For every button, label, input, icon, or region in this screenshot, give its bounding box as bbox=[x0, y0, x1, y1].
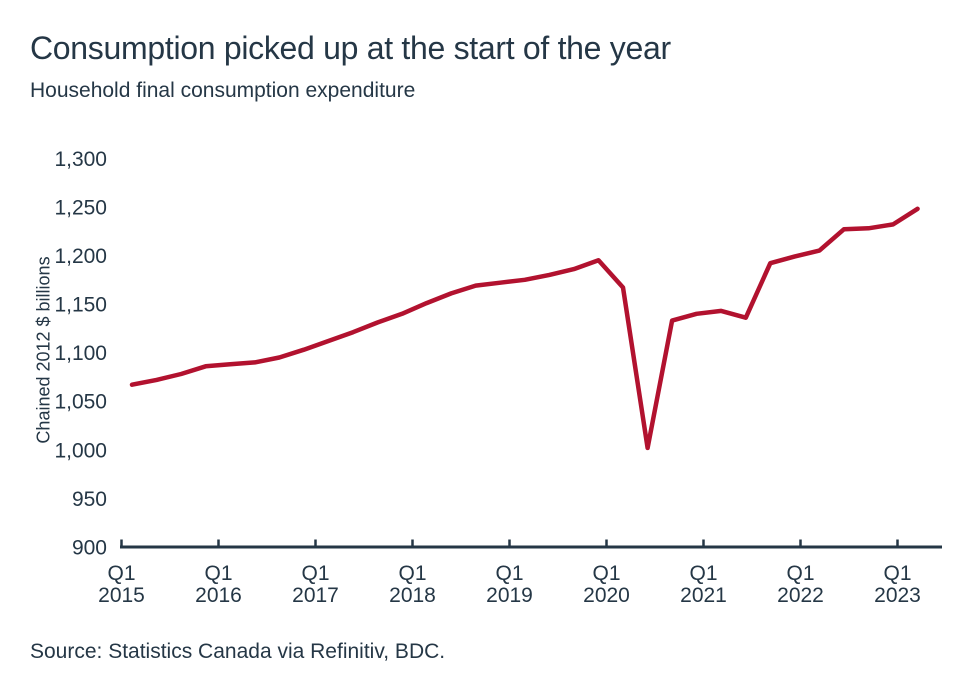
y-tick-label: 1,300 bbox=[54, 148, 107, 171]
x-tick-label-quarter: Q1 bbox=[495, 562, 523, 585]
x-tick-label-year: 2019 bbox=[486, 584, 533, 607]
x-tick-label-year: 2021 bbox=[680, 584, 727, 607]
x-tick-label-quarter: Q1 bbox=[107, 562, 135, 585]
x-tick-label-year: 2018 bbox=[389, 584, 436, 607]
y-tick-label: 950 bbox=[72, 488, 107, 511]
y-tick-label: 1,250 bbox=[54, 196, 107, 219]
x-tick-label-quarter: Q1 bbox=[301, 562, 329, 585]
x-tick-label-quarter: Q1 bbox=[883, 562, 911, 585]
x-tick-label-year: 2022 bbox=[777, 584, 824, 607]
x-tick-label-year: 2015 bbox=[98, 584, 145, 607]
consumption-line bbox=[129, 206, 920, 451]
x-tick-label-quarter: Q1 bbox=[204, 562, 232, 585]
x-tick-label-year: 2016 bbox=[195, 584, 242, 607]
x-tick-label-quarter: Q1 bbox=[689, 562, 717, 585]
chart-subtitle: Household final consumption expenditure bbox=[30, 79, 416, 102]
source-note: Source: Statistics Canada via Refinitiv,… bbox=[30, 640, 446, 663]
y-tick-label: 1,000 bbox=[54, 439, 107, 462]
y-axis: 900 950 1,000 1,050 1,100 1,150 1,200 1,250 1,30… bbox=[54, 148, 107, 560]
y-tick-label: 900 bbox=[72, 537, 107, 560]
chart-title: Consumption picked up at the start of th… bbox=[30, 30, 671, 66]
y-tick-label: 1,100 bbox=[54, 342, 107, 365]
x-tick-label-year: 2020 bbox=[583, 584, 630, 607]
y-tick-label: 1,050 bbox=[54, 391, 107, 414]
x-tick-label-quarter: Q1 bbox=[398, 562, 426, 585]
x-tick-label-year: 2023 bbox=[874, 584, 921, 607]
x-axis: Q12015Q12016Q12017Q12018Q12019Q12020Q120… bbox=[98, 539, 942, 607]
x-tick-label-quarter: Q1 bbox=[592, 562, 620, 585]
x-tick-label-quarter: Q1 bbox=[786, 562, 814, 585]
y-tick-label: 1,150 bbox=[54, 294, 107, 317]
y-tick-label: 1,200 bbox=[54, 245, 107, 268]
x-tick-label-year: 2017 bbox=[292, 584, 339, 607]
